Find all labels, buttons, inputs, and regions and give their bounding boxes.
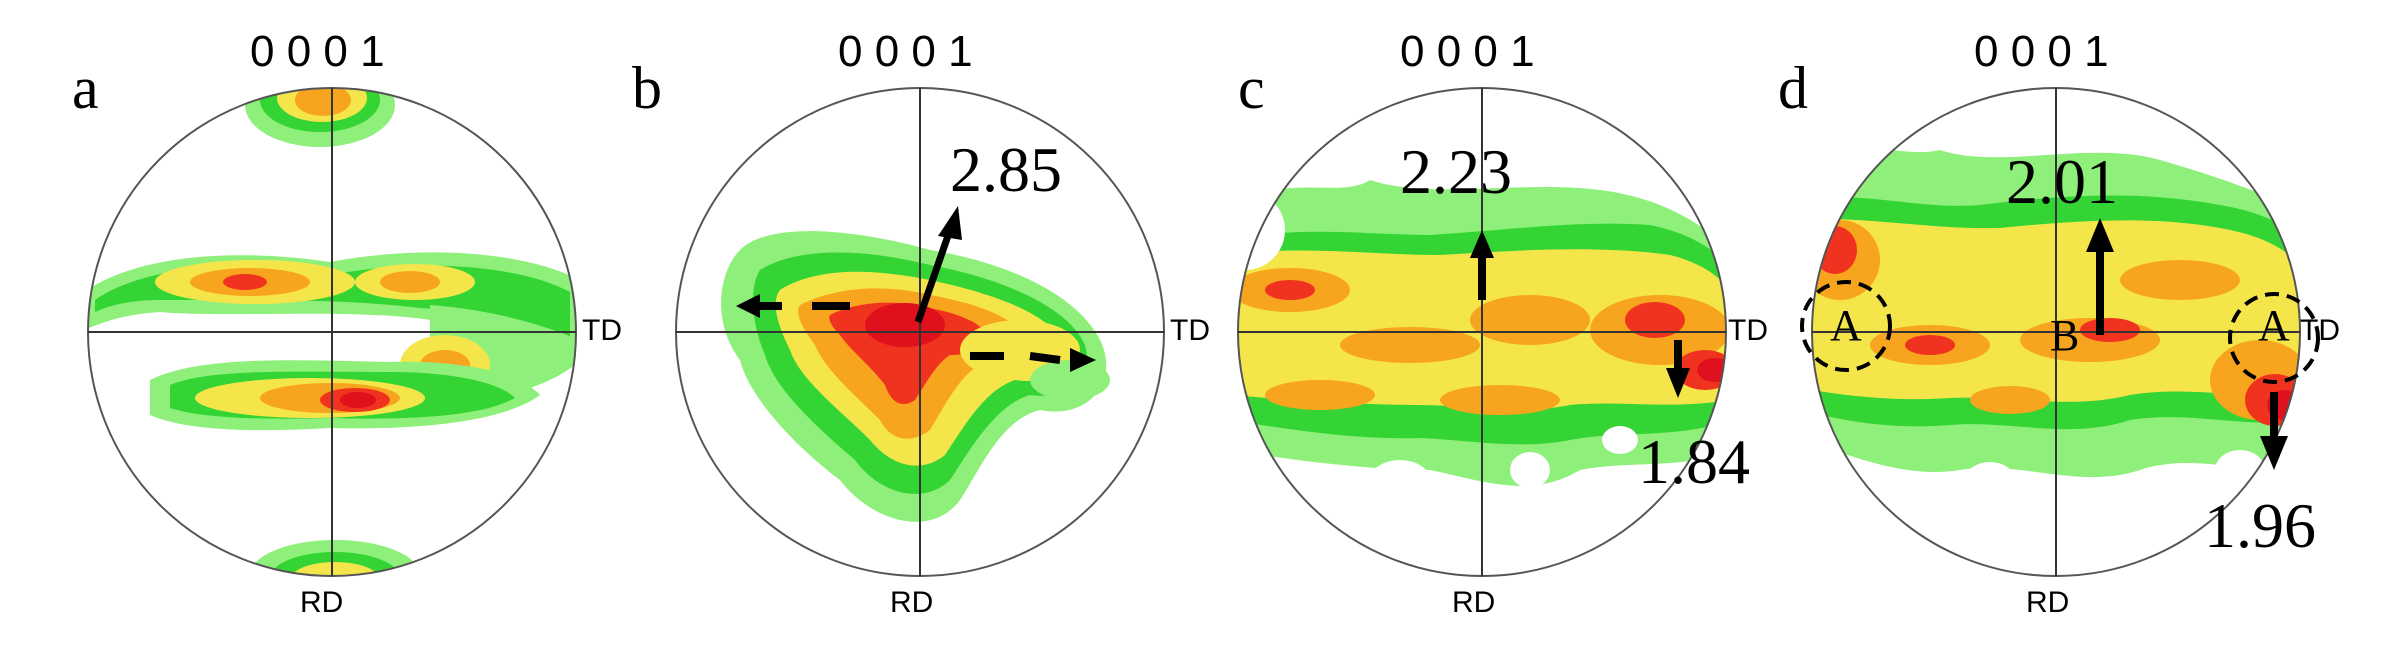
panel-letter-b: b: [632, 55, 662, 121]
marker-a-left-d: A: [1830, 301, 1862, 350]
td-label-c: TD: [1728, 314, 1768, 347]
pole-figure-a-graphic: [87, 87, 577, 577]
arrow-right-b: [970, 348, 1096, 372]
panel-letter-a: a: [72, 55, 99, 121]
panel-letter-c: c: [1238, 55, 1265, 121]
intensity-value-right-d: 1.96: [2204, 490, 2316, 561]
rd-label-c: RD: [1452, 586, 1496, 619]
pole-figure-d-graphic: [1800, 87, 2320, 577]
pole-figure-c-graphic: [1237, 87, 1727, 577]
arrow-down-d: [2260, 392, 2288, 470]
arrow-up-right-b: [914, 206, 962, 324]
arrow-down-c: [1666, 340, 1690, 398]
pole-label-d: 0 0 0 1: [1974, 27, 2109, 76]
pole-figure-b-graphic: [675, 87, 1165, 577]
rd-label-a: RD: [300, 586, 344, 619]
rd-label-d: RD: [2026, 586, 2070, 619]
intensity-contours-b: [721, 231, 1110, 522]
intensity-value-right-c: 1.84: [1638, 426, 1750, 497]
pole-figure-b: b 0 0 0 1 TD RD 2.85: [600, 0, 1210, 662]
intensity-value-top-c: 2.23: [1400, 136, 1512, 207]
pole-figure-d: d 0 0 0 1 TD RD 2.01 1.96 B A A: [1760, 0, 2385, 662]
td-label-d: TD: [2300, 314, 2340, 347]
marker-a-right-d: A: [2258, 301, 2290, 350]
td-label-b: TD: [1170, 314, 1210, 347]
arrow-left-b: [736, 294, 850, 318]
marker-b-d: B: [2050, 311, 2080, 360]
pole-figure-a: a 0 0 0 1 TD RD: [0, 0, 622, 662]
arrow-up-c: [1470, 230, 1494, 300]
pole-label-c: 0 0 0 1: [1400, 27, 1535, 76]
pole-label-b: 0 0 0 1: [838, 27, 973, 76]
intensity-contours-a: [88, 88, 576, 576]
intensity-contours-d: [1812, 146, 2300, 477]
max-intensity-value-b: 2.85: [950, 134, 1062, 205]
arrow-up-d: [2086, 218, 2114, 335]
dashed-circle-a-left: [1800, 280, 1892, 372]
pole-label-a: 0 0 0 1: [250, 27, 385, 76]
td-label-a: TD: [582, 314, 622, 347]
panel-letter-d: d: [1778, 55, 1808, 121]
rd-label-b: RD: [890, 586, 934, 619]
intensity-value-top-d: 2.01: [2006, 146, 2118, 217]
pole-figure-c: c 0 0 0 1 TD RD 2.23 1.84: [1200, 0, 1768, 662]
dashed-circle-a-right: [2228, 292, 2320, 384]
